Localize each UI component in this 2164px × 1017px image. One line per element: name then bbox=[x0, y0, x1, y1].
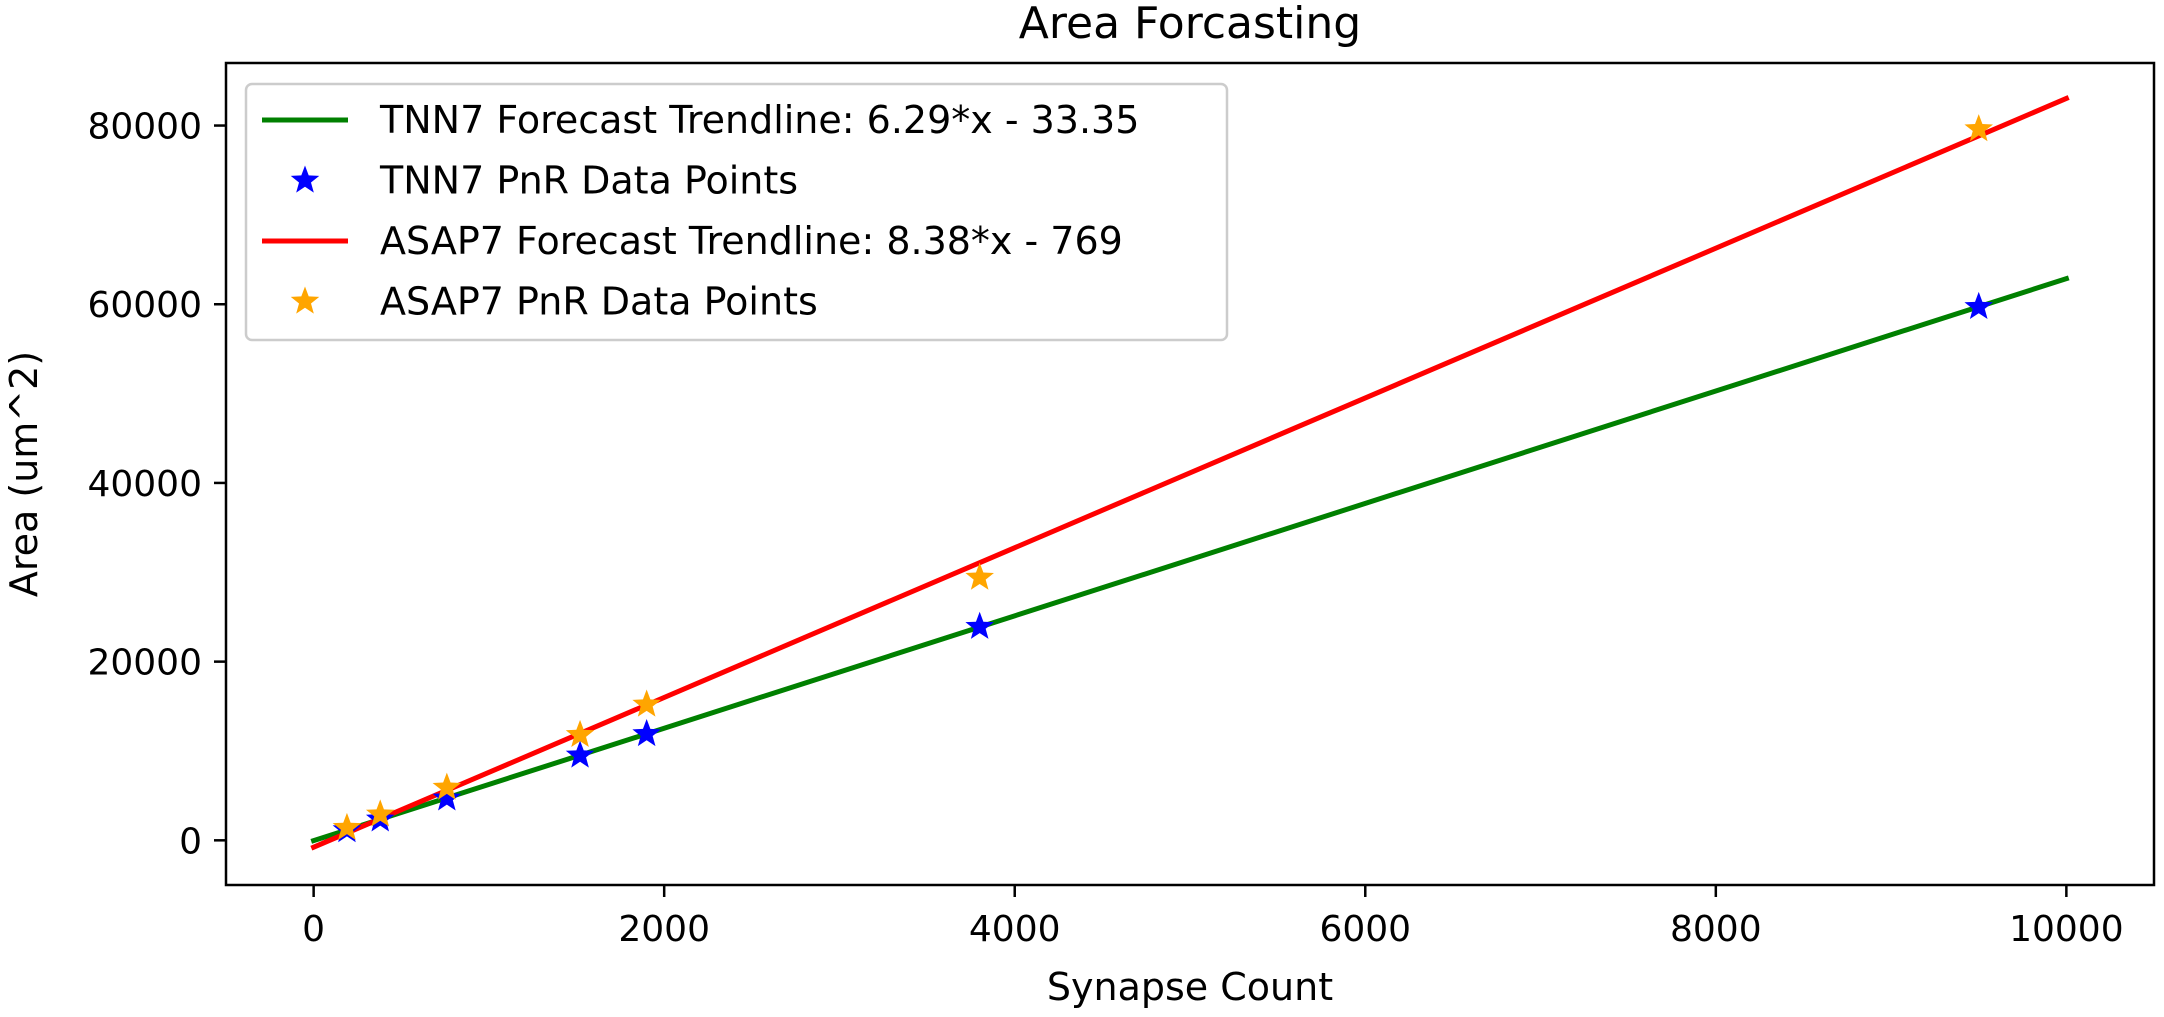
y-tick-label: 80000 bbox=[87, 107, 202, 148]
data-point bbox=[1964, 114, 1993, 142]
x-tick-label: 6000 bbox=[1319, 909, 1411, 950]
data-point bbox=[432, 783, 462, 811]
y-tick-label: 40000 bbox=[87, 464, 202, 505]
legend-label: ASAP7 Forecast Trendline: 8.38*x - 769 bbox=[380, 219, 1123, 263]
y-axis: 0 20000 40000 60000 80000 bbox=[87, 107, 226, 862]
series-layer bbox=[310, 95, 2070, 851]
x-tick-label: 2000 bbox=[618, 909, 710, 950]
data-point bbox=[565, 719, 595, 748]
legend-label: TNN7 PnR Data Points bbox=[379, 159, 798, 203]
legend: TNN7 Forecast Trendline: 6.29*x - 33.35 T… bbox=[244, 82, 1229, 342]
x-tick-label: 0 bbox=[302, 909, 325, 950]
data-point bbox=[432, 772, 462, 800]
y-axis-label: Area (um^2) bbox=[2, 351, 46, 597]
y-tick-label: 60000 bbox=[87, 285, 202, 326]
legend-label: ASAP7 PnR Data Points bbox=[380, 280, 818, 324]
data-point bbox=[632, 689, 661, 717]
legend-star-swatch bbox=[290, 286, 320, 314]
data-point bbox=[1964, 291, 1993, 320]
data-point bbox=[365, 799, 395, 827]
x-axis-label: Synapse Count bbox=[1047, 965, 1333, 1009]
plot-frame bbox=[224, 61, 2156, 887]
trendline bbox=[310, 95, 2070, 851]
y-tick-label: 20000 bbox=[87, 643, 202, 684]
data-point bbox=[632, 719, 661, 747]
x-tick-label: 10000 bbox=[2009, 909, 2124, 950]
x-axis: 0 2000 4000 6000 8000 10000 bbox=[302, 885, 2124, 950]
legend-label: TNN7 Forecast Trendline: 6.29*x - 33.35 bbox=[379, 98, 1139, 142]
legend-items: TNN7 Forecast Trendline: 6.29*x - 33.35 T… bbox=[262, 98, 1139, 324]
trendline bbox=[310, 275, 2070, 844]
plot-area bbox=[224, 61, 2156, 887]
legend-star-swatch bbox=[290, 165, 320, 193]
data-point bbox=[332, 812, 362, 840]
data-point bbox=[565, 740, 595, 768]
x-tick-label: 8000 bbox=[1670, 909, 1762, 950]
x-tick-label: 4000 bbox=[969, 909, 1061, 950]
data-point bbox=[965, 562, 994, 590]
data-point bbox=[965, 611, 994, 639]
legend-frame bbox=[244, 82, 1229, 342]
chart-title: Area Forcasting bbox=[1019, 0, 1361, 49]
y-tick-label: 0 bbox=[179, 821, 202, 862]
